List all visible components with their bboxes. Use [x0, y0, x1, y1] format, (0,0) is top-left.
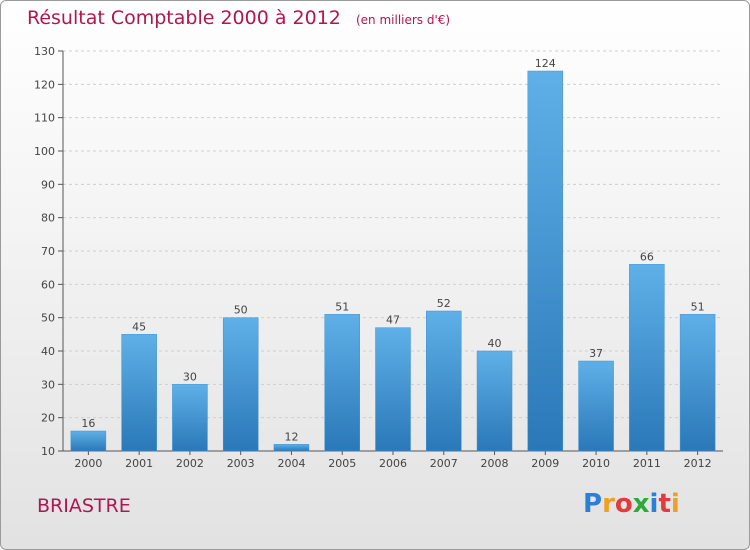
chart-unit-label: (en milliers d'€) [355, 13, 451, 27]
x-tick-label-2007: 2007 [430, 457, 458, 470]
y-tick-label-40: 40 [41, 345, 55, 358]
data-label-2003: 50 [234, 304, 248, 317]
y-tick-label-10: 10 [41, 445, 55, 458]
y-tick-label-20: 20 [41, 412, 55, 425]
logo-letter: x [632, 489, 650, 519]
y-tick-label-80: 80 [41, 212, 55, 225]
y-tick-label-60: 60 [41, 278, 55, 291]
x-tick-label-2006: 2006 [379, 457, 407, 470]
bar-2001 [121, 334, 157, 452]
bar-2008 [476, 350, 513, 452]
data-label-2009: 124 [535, 57, 556, 70]
x-tick-label-2001: 2001 [125, 457, 153, 470]
data-label-2004: 12 [284, 430, 298, 443]
y-tick-label-120: 120 [34, 78, 55, 91]
x-tick-label-2005: 2005 [328, 457, 356, 470]
logo-letter: r [602, 489, 615, 519]
bar-2009 [527, 70, 564, 452]
x-tick-label-2011: 2011 [633, 457, 661, 470]
data-label-2012: 51 [691, 300, 705, 313]
y-tick-label-110: 110 [34, 112, 55, 125]
y-tick-label-130: 130 [34, 45, 55, 58]
x-tick-label-2010: 2010 [582, 457, 610, 470]
bar-2004 [273, 444, 310, 452]
bar-2006 [375, 327, 411, 452]
y-tick-label-100: 100 [34, 145, 55, 158]
x-tick-label-2004: 2004 [277, 457, 305, 470]
logo-letter: P [583, 489, 603, 519]
x-tick-label-2012: 2012 [684, 457, 712, 470]
data-label-2010: 37 [589, 347, 603, 360]
data-label-2011: 66 [640, 250, 654, 263]
y-tick-label-90: 90 [41, 178, 55, 191]
bar-2003 [222, 317, 259, 452]
bar-2005 [324, 314, 360, 452]
axis-layer: 10 20 30 40 50 60 70 80 90 100 110 120 130 2000 2001 20… [34, 45, 723, 470]
data-label-2002: 30 [183, 370, 197, 383]
label-layer: 16 45 30 50 12 51 47 52 40 124 37 66 51 [81, 57, 704, 443]
x-tick-label-2008: 2008 [481, 457, 509, 470]
logo-letter: i [649, 489, 659, 519]
data-label-2001: 45 [132, 320, 146, 333]
data-label-2005: 51 [335, 300, 349, 313]
proxiti-logo: Proxiti [583, 489, 680, 519]
bar-2002 [172, 384, 208, 452]
chart-title: Résultat Comptable 2000 à 2012 [27, 7, 341, 29]
title-row: Résultat Comptable 2000 à 2012 (en milli… [27, 7, 450, 29]
logo-letter: t [658, 489, 671, 519]
x-tick-label-2002: 2002 [176, 457, 204, 470]
x-tick-label-2009: 2009 [531, 457, 559, 470]
commune-name: BRIASTRE [37, 495, 131, 517]
y-tick-label-50: 50 [41, 312, 55, 325]
data-label-2000: 16 [81, 417, 95, 430]
bar-2010 [578, 360, 614, 452]
x-tick-label-2003: 2003 [227, 457, 255, 470]
bar-layer [70, 70, 716, 452]
bar-2000 [70, 430, 107, 452]
data-label-2008: 40 [488, 337, 502, 350]
data-label-2007: 52 [437, 297, 451, 310]
bar-2011 [629, 264, 665, 452]
y-tick-label-70: 70 [41, 245, 55, 258]
x-tick-label-2000: 2000 [74, 457, 102, 470]
bar-2012 [679, 314, 716, 452]
logo-letter: o [614, 489, 633, 519]
logo-letter: i [670, 489, 680, 519]
data-label-2006: 47 [386, 314, 400, 327]
bar-2007 [426, 310, 462, 452]
y-tick-label-30: 30 [41, 378, 55, 391]
